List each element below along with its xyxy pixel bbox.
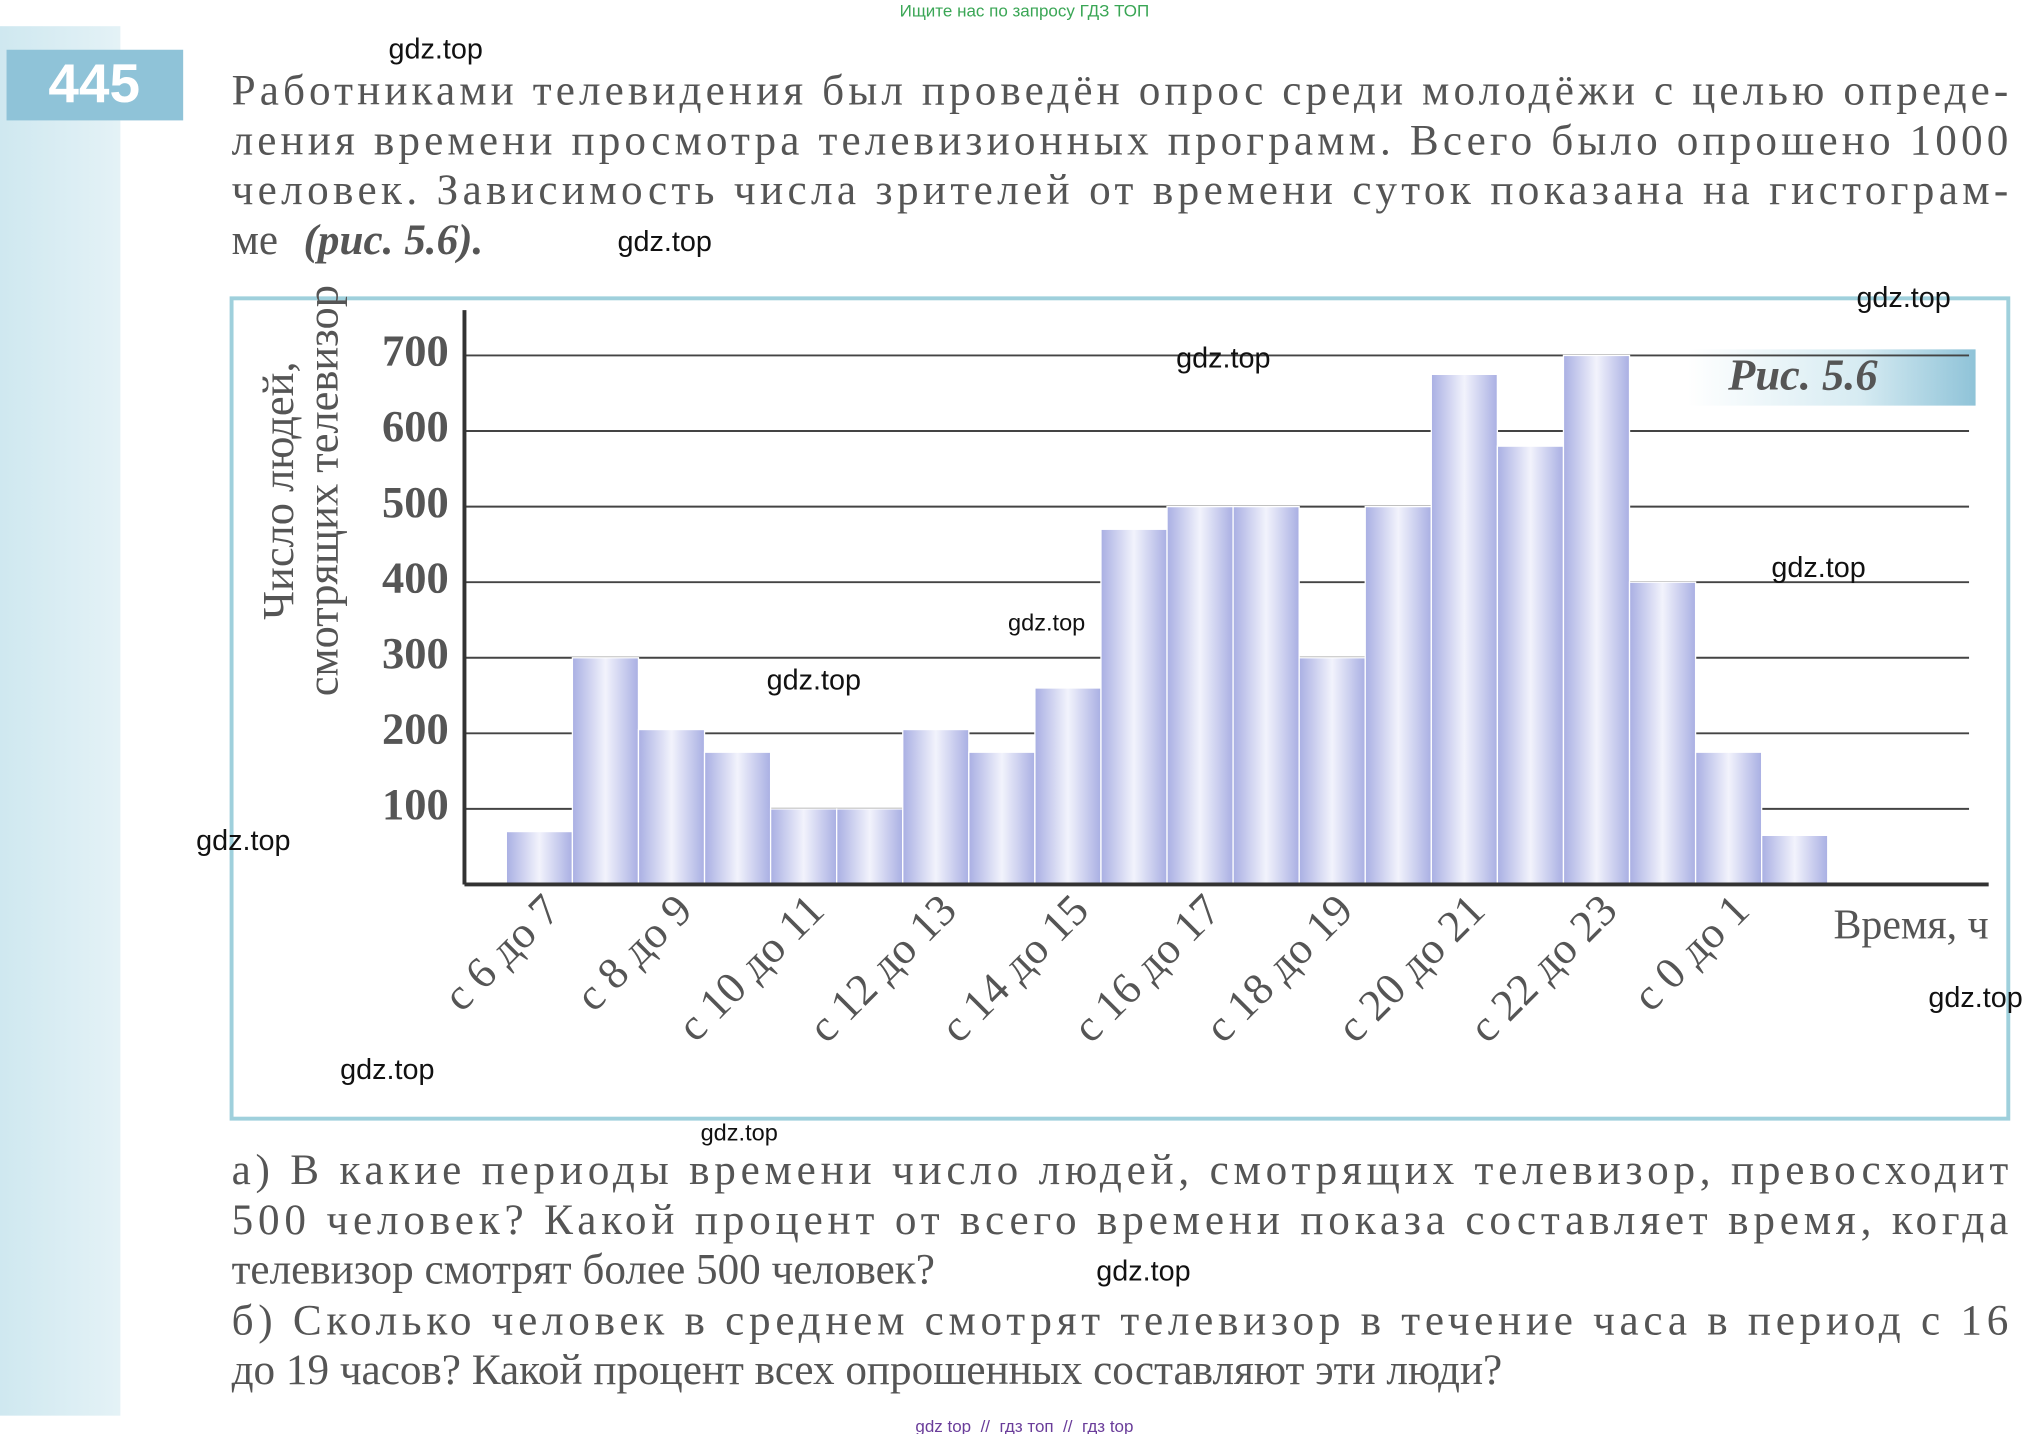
x-tick-label: с 0 до 1 [1623, 884, 1759, 1020]
y-tick-label: 300 [382, 628, 449, 678]
bar [571, 657, 640, 886]
bar [1232, 505, 1300, 886]
y-axis-label: смотрящих телевизор [297, 285, 347, 696]
bar [1430, 373, 1499, 886]
intro-line: человек. Зависимость числа зрителей от в… [232, 167, 2009, 214]
watermark: gdz.top [617, 226, 711, 258]
figure-label: Рис. 5.6 [1727, 350, 1878, 400]
x-tick-label: с 6 до 7 [433, 884, 569, 1020]
watermark: gdz.top [1096, 1256, 1190, 1288]
bar [1496, 445, 1565, 886]
number-box [6, 49, 184, 121]
watermark: gdz.top [1771, 552, 1865, 584]
watermark: gdz.top [1176, 342, 1270, 374]
bar [968, 751, 1036, 886]
bar [505, 830, 574, 886]
question-line: а) В какие периоды времени число людей, … [232, 1147, 2009, 1194]
intro-line: Работниками телевидения был проведён опр… [232, 68, 2009, 115]
watermark: gdz.top [767, 664, 861, 696]
side-strip [0, 26, 121, 1416]
y-tick-label: 100 [382, 779, 449, 829]
bar [1628, 581, 1697, 886]
y-tick-label: 500 [382, 477, 449, 527]
y-tick-label: 200 [382, 704, 449, 754]
watermark: gdz.top [1008, 609, 1085, 635]
intro-line: ления времени просмотра телевизионных пр… [232, 117, 2009, 164]
figure-reference: (рис. 5.6). [304, 217, 484, 264]
question-line: телевизор смотрят более 500 человек? [232, 1247, 935, 1294]
problem-number: 445 [48, 52, 140, 114]
watermark: gdz.top [1928, 982, 2022, 1014]
watermark: gdz.top [701, 1120, 778, 1146]
bar [902, 728, 970, 886]
header-banner: Ищите нас по запросу ГДЗ ТОП [900, 1, 1150, 20]
bar [1100, 528, 1168, 886]
bar [637, 728, 706, 886]
footer: gdz top // гдз топ // гдз top [915, 1417, 1133, 1434]
bar [1364, 505, 1432, 886]
bar [769, 808, 838, 886]
bar [1562, 354, 1631, 886]
bar [1761, 834, 1829, 886]
bar [836, 808, 904, 886]
bar [703, 751, 772, 886]
question-line: до 19 часов? Какой процент всех опрошенн… [232, 1347, 1503, 1394]
bar [1298, 657, 1366, 886]
watermark: gdz.top [1856, 282, 1950, 314]
question-line: б) Сколько человек в среднем смотрят тел… [232, 1298, 2009, 1345]
x-axis-label: Время, ч [1834, 903, 1989, 949]
figure-label-box [1687, 349, 1976, 406]
watermark: gdz.top [340, 1054, 434, 1086]
watermark: gdz.top [196, 825, 290, 857]
question-line: 500 человек? Какой процент от всего врем… [232, 1197, 2009, 1244]
figure-frame [229, 296, 2011, 1121]
watermark: gdz.top [388, 34, 482, 66]
intro-line: ме [232, 217, 278, 264]
y-tick-label: 400 [382, 552, 449, 602]
bar [1166, 505, 1234, 886]
y-tick-label: 600 [382, 401, 449, 451]
y-axis-label: Число людей, [253, 361, 303, 619]
bar [1034, 687, 1102, 886]
y-tick-label: 700 [382, 326, 449, 376]
bar [1694, 751, 1763, 886]
